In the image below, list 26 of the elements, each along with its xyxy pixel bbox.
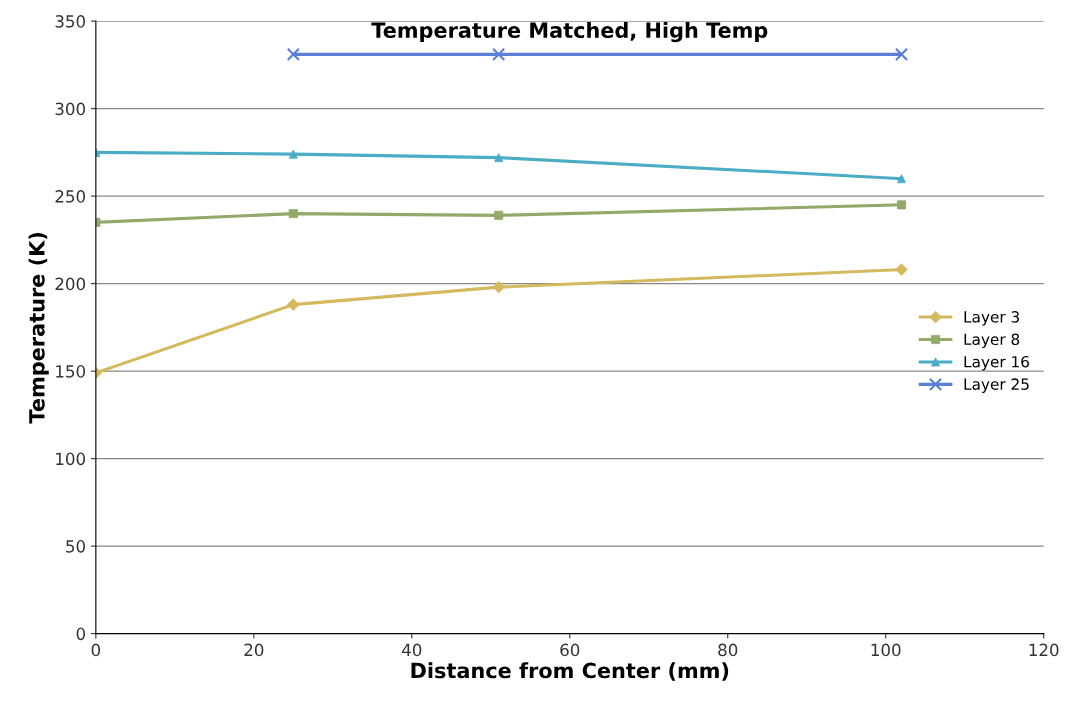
y-tick-label: 0 bbox=[76, 627, 86, 641]
x-tick-label: 100 bbox=[871, 643, 901, 657]
x-axis-title: Distance from Center (mm) bbox=[411, 662, 729, 681]
point bbox=[897, 174, 907, 184]
x-tick-label: 40 bbox=[402, 643, 422, 657]
x-tick-label: 80 bbox=[718, 643, 738, 657]
chart-title: Temperature Matched, High Temp bbox=[371, 21, 768, 43]
legend-label: Layer 8 bbox=[964, 333, 1020, 349]
y-tick-label: 250 bbox=[55, 190, 86, 203]
x-tick-label: 120 bbox=[1029, 643, 1059, 657]
y-tick-label: 300 bbox=[55, 102, 86, 116]
point bbox=[286, 47, 300, 61]
legend-label: Layer 25 bbox=[964, 378, 1029, 393]
legend-label: Layer 16 bbox=[964, 355, 1029, 371]
x-tick-label: 0 bbox=[91, 643, 101, 657]
x-tick-label: 20 bbox=[244, 643, 264, 657]
x-tick-label: 60 bbox=[560, 643, 580, 657]
y-axis-title: Temperature (K) bbox=[28, 233, 49, 424]
point bbox=[894, 47, 909, 61]
y-tick-label: 50 bbox=[66, 540, 86, 553]
y-tick-label: 150 bbox=[56, 365, 86, 378]
y-tick-label: 100 bbox=[56, 452, 86, 466]
y-tick-label: 200 bbox=[55, 277, 86, 291]
point bbox=[492, 47, 506, 61]
legend-label: Layer 3 bbox=[964, 311, 1019, 326]
y-tick-label: 350 bbox=[55, 15, 86, 28]
